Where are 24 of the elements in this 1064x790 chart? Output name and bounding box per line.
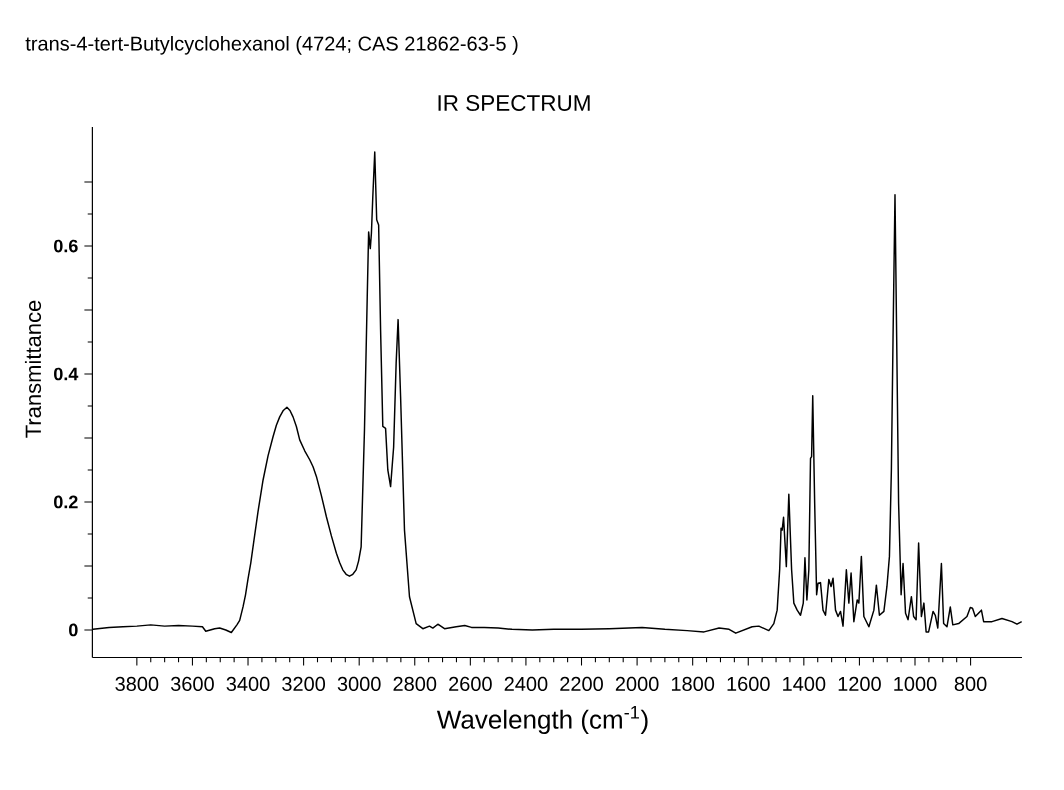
x-tick-label: 800 <box>954 676 987 692</box>
x-tick-label: 2800 <box>393 676 437 692</box>
y-tick-label: 0 <box>69 623 78 637</box>
y-tick-label: 0.4 <box>54 367 79 381</box>
x-tick-label: 1200 <box>838 676 881 692</box>
y-tick-label: 0.2 <box>54 495 78 509</box>
chart-title: trans-4-tert-Butylcyclohexanol (4724; CAS 21862-63-5 ) <box>25 36 518 55</box>
x-tick-label: 3200 <box>282 676 326 692</box>
x-tick-label: 2600 <box>449 676 492 692</box>
x-tick-label: 3800 <box>115 676 159 692</box>
x-tick-label: 2200 <box>560 676 603 692</box>
x-tick-label: 1000 <box>894 676 937 692</box>
x-tick-label: 2000 <box>615 676 659 692</box>
x-tick-label: 3000 <box>337 676 381 692</box>
chart-subtitle: IR SPECTRUM <box>438 95 590 111</box>
y-axis-title: Transmittance <box>24 300 42 438</box>
x-tick-label: 3400 <box>226 676 270 692</box>
x-tick-label: 1400 <box>783 676 826 692</box>
x-tick-label: 2400 <box>504 676 548 692</box>
x-tick-label: 1600 <box>727 676 770 692</box>
y-tick-label: 0.6 <box>54 239 78 253</box>
x-tick-label: 1800 <box>671 676 715 692</box>
x-axis-title: Wavelength (cm$^{-1}$) <box>436 706 648 734</box>
x-tick-label: 3600 <box>170 676 214 692</box>
